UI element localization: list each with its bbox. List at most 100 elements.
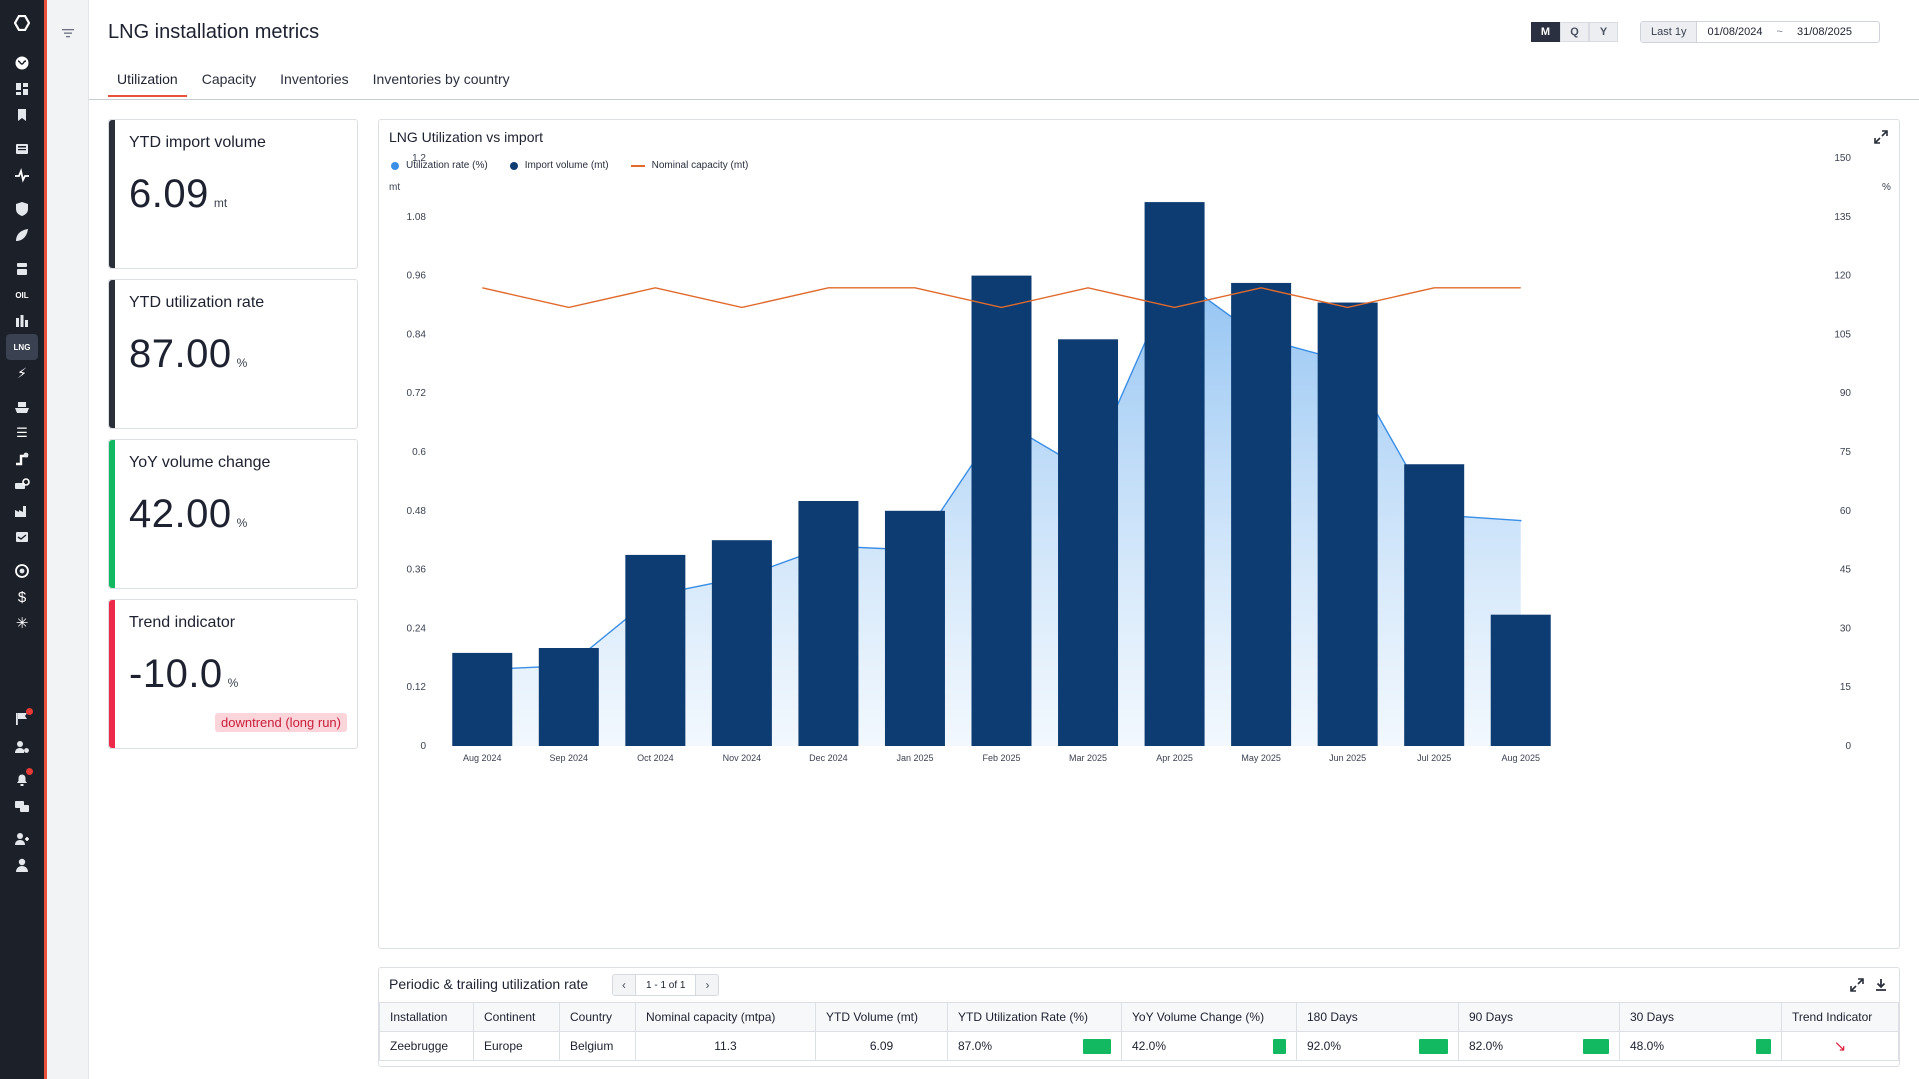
- column-header[interactable]: 90 Days: [1458, 1002, 1620, 1032]
- legend-item-nominal-capacity[interactable]: Nominal capacity (mt): [630, 160, 749, 171]
- bookmark-icon[interactable]: [6, 102, 38, 128]
- period-year-button[interactable]: Y: [1589, 22, 1618, 42]
- x-tick-label: Aug 2025: [1501, 753, 1540, 763]
- expand-icon[interactable]: [1873, 129, 1889, 145]
- utilization-chart-panel: 0 0.12 0.24 0.36 0.48 0.6 0.72 0.84 0.96 1.08 1.2 0…: [378, 119, 1900, 949]
- column-header[interactable]: Installation: [379, 1002, 474, 1032]
- import-volume-bar: [538, 648, 599, 746]
- kpi-unit: %: [236, 356, 248, 370]
- pager-next-icon[interactable]: ›: [705, 978, 710, 992]
- logo-icon[interactable]: [6, 10, 38, 36]
- table-expand-icon[interactable]: [1849, 977, 1865, 993]
- date-to[interactable]: 31/08/2025: [1796, 26, 1853, 38]
- y-right-unit-label: %: [1882, 182, 1891, 193]
- x-tick-label: Sep 2024: [550, 753, 589, 763]
- user-icon[interactable]: [6, 852, 38, 878]
- download-icon[interactable]: [1873, 977, 1889, 993]
- factory-icon[interactable]: [6, 498, 38, 524]
- snowflake-icon[interactable]: ✳: [15, 615, 29, 632]
- column-header[interactable]: Trend Indicator: [1781, 1002, 1899, 1032]
- date-range-picker[interactable]: Last 1y 01/08/2024 ~ 31/08/2025: [1640, 21, 1880, 43]
- lng-icon[interactable]: LNG: [6, 334, 38, 360]
- team-icon[interactable]: [6, 826, 38, 852]
- y-right-tick-label: 30: [1840, 623, 1852, 634]
- table-row[interactable]: Zeebrugge Europe Belgium 11.3 6.09 87.0%…: [379, 1031, 1899, 1061]
- legend-label: Nominal capacity (mt): [651, 160, 749, 171]
- x-tick-label: Mar 2025: [1069, 753, 1107, 763]
- column-header[interactable]: Continent: [473, 1002, 560, 1032]
- dashboard-icon[interactable]: [6, 76, 38, 102]
- x-tick-label: Jun 2025: [1329, 753, 1366, 763]
- date-from[interactable]: 01/08/2024: [1707, 26, 1763, 38]
- column-header[interactable]: YTD Utilization Rate (%): [947, 1002, 1122, 1032]
- news-icon[interactable]: [6, 136, 38, 162]
- column-header[interactable]: YoY Volume Change (%): [1121, 1002, 1297, 1032]
- search-vehicle-icon[interactable]: [6, 472, 38, 498]
- dollar-icon[interactable]: $: [17, 588, 27, 606]
- x-tick-label: Dec 2024: [809, 753, 848, 763]
- kpi-title: YTD utilization rate: [129, 294, 265, 311]
- tab-bar: Utilization Capacity Inventories Invento…: [108, 63, 525, 97]
- x-tick-label: Jul 2025: [1417, 753, 1451, 763]
- column-header[interactable]: 180 Days: [1296, 1002, 1459, 1032]
- refinery-icon[interactable]: [6, 256, 38, 282]
- column-header[interactable]: YTD Volume (mt): [815, 1002, 948, 1032]
- y-right-tick-label: 15: [1840, 682, 1852, 693]
- kpi-unit: %: [236, 516, 248, 530]
- shield-icon[interactable]: [6, 196, 38, 222]
- ship-icon[interactable]: [6, 394, 38, 420]
- power-icon[interactable]: ⚡: [17, 364, 27, 381]
- nominal-capacity-line: [482, 287, 1521, 309]
- secondary-panel: [47, 0, 89, 1079]
- cell-value: 42.0%: [1132, 1039, 1167, 1053]
- kpi-value: 42.00: [129, 492, 232, 536]
- x-tick-label: Aug 2024: [463, 753, 502, 763]
- period-quarter-button[interactable]: Q: [1560, 22, 1589, 42]
- flag-icon[interactable]: [6, 706, 38, 732]
- tab-utilization[interactable]: Utilization: [108, 63, 187, 97]
- pulse-icon[interactable]: [6, 162, 38, 188]
- y-left-tick-label: 0.96: [407, 271, 427, 282]
- legend-label: Import volume (mt): [524, 160, 609, 171]
- bell-icon[interactable]: [6, 766, 38, 792]
- pager-prev-icon[interactable]: ‹: [622, 978, 626, 992]
- tab-inventories-by-country[interactable]: Inventories by country: [372, 71, 510, 87]
- satellite-icon[interactable]: [6, 558, 38, 584]
- buildings-icon[interactable]: [6, 308, 38, 334]
- y-right-tick-label: 135: [1834, 212, 1851, 223]
- column-header[interactable]: Country: [559, 1002, 636, 1032]
- column-header[interactable]: Nominal capacity (mtpa): [635, 1002, 816, 1032]
- import-volume-bar: [452, 652, 513, 746]
- y-right-tick-label: 45: [1840, 565, 1852, 576]
- utilization-table: Installation Continent Country Nominal c…: [379, 1002, 1899, 1061]
- legend-item-utilization[interactable]: Utilization rate (%): [391, 160, 488, 171]
- cell-value: 87.0%: [958, 1039, 993, 1053]
- y-right-tick-label: 60: [1840, 506, 1852, 517]
- tab-inventories[interactable]: Inventories: [280, 71, 349, 87]
- cell-continent: Europe: [473, 1031, 560, 1061]
- period-month-button[interactable]: M: [1531, 22, 1560, 42]
- filter-icon[interactable]: [60, 26, 76, 40]
- date-separator: ~: [1776, 26, 1783, 38]
- legend-item-import-volume[interactable]: Import volume (mt): [509, 160, 609, 171]
- chat-icon[interactable]: [6, 794, 38, 820]
- import-volume-bar: [1144, 202, 1205, 747]
- kpi-card-yoy-volume-change: YoY volume change 42.00%: [108, 439, 358, 589]
- leaf-icon[interactable]: [6, 222, 38, 248]
- tab-capacity[interactable]: Capacity: [201, 71, 257, 87]
- column-header[interactable]: 30 Days: [1619, 1002, 1782, 1032]
- pipeline-icon[interactable]: [6, 446, 38, 472]
- trend-down-arrow-icon: ↘: [1833, 1038, 1847, 1055]
- oil-icon[interactable]: OIL: [15, 290, 29, 300]
- globe-icon[interactable]: [6, 50, 38, 76]
- y-left-tick-label: 0.24: [407, 623, 427, 634]
- import-volume-bar: [625, 554, 686, 746]
- inbox-icon[interactable]: [6, 524, 38, 550]
- user-settings-icon[interactable]: [6, 734, 38, 760]
- cell-installation: Zeebrugge: [379, 1031, 474, 1061]
- kpi-accent-bar: [109, 600, 115, 748]
- date-range-preset[interactable]: Last 1y: [1641, 22, 1698, 42]
- list-icon[interactable]: ☰: [16, 425, 28, 440]
- mini-bar: [1419, 1038, 1448, 1054]
